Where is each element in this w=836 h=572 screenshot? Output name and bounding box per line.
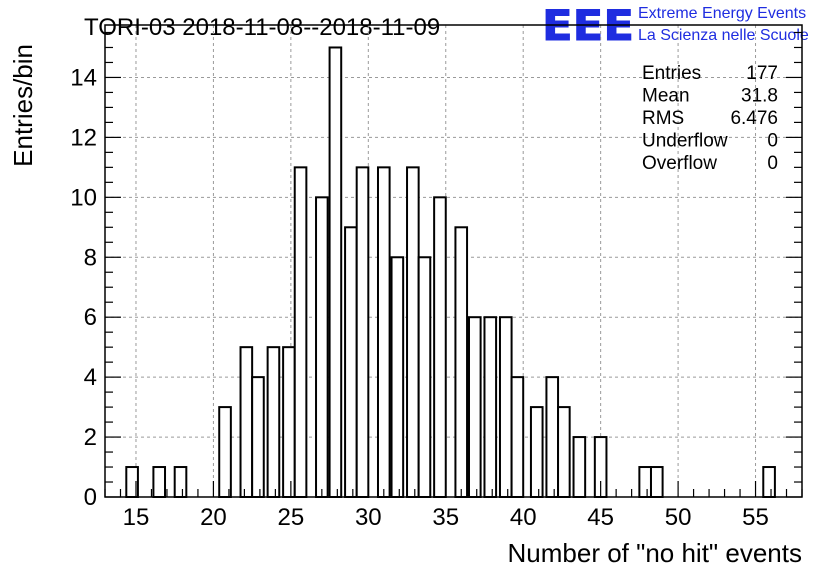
x-tick-label: 55 — [742, 504, 769, 531]
stats-label: RMS — [642, 108, 684, 129]
stats-label: Underflow — [642, 131, 728, 152]
histogram-bar — [282, 346, 296, 498]
histogram-bar — [510, 376, 525, 498]
x-tick-label: 35 — [432, 504, 459, 531]
histogram-bar — [328, 46, 343, 498]
x-axis-ticks: 15 20 25 30 35 40 45 50 55 — [104, 481, 803, 531]
y-tick-label: 2 — [84, 424, 97, 451]
histogram-bar — [433, 196, 447, 498]
histogram-bar — [498, 316, 513, 499]
stats-label: Mean — [642, 86, 690, 107]
histogram-bars — [125, 46, 776, 499]
y-tick-label: 8 — [84, 244, 97, 271]
histogram-bar — [344, 226, 358, 499]
y-tick-label: 4 — [84, 364, 97, 391]
histogram-bar — [572, 436, 587, 499]
histogram-bar — [293, 166, 308, 498]
histogram-bar — [355, 166, 370, 498]
y-axis-ticks: 0 2 4 6 8 10 12 14 — [70, 31, 802, 511]
histogram-bar — [390, 256, 405, 498]
stats-value: 6.476 — [730, 108, 778, 129]
histogram-bar — [483, 316, 498, 499]
histogram-bar — [454, 226, 469, 499]
y-tick-label: 12 — [70, 124, 97, 151]
histogram-bar — [239, 346, 254, 498]
y-axis-title: Entries/bin — [8, 44, 38, 167]
eee-logo-line1: Extreme Energy Events — [638, 5, 806, 22]
x-tick-label: 25 — [278, 504, 305, 531]
histogram-bar — [762, 466, 776, 498]
histogram-bar — [649, 466, 664, 498]
grid-lines — [105, 25, 802, 497]
histogram-bar — [315, 196, 329, 498]
eee-logo-line2: La Scienza nelle Scuole — [638, 27, 809, 44]
y-tick-label: 10 — [70, 184, 97, 211]
histogram-bar — [218, 406, 232, 499]
x-tick-label: 40 — [510, 504, 537, 531]
y-tick-label: 0 — [84, 484, 97, 511]
histogram-bar — [545, 376, 560, 498]
x-tick-label: 15 — [123, 504, 150, 531]
y-tick-label: 6 — [84, 304, 97, 331]
histogram-bar — [406, 166, 420, 498]
x-tick-label: 50 — [665, 504, 692, 531]
x-tick-label: 30 — [355, 504, 382, 531]
histogram-bar — [251, 376, 265, 498]
stats-value: 31.8 — [741, 86, 778, 107]
histogram-bar — [467, 316, 482, 499]
histogram-bar — [173, 466, 188, 498]
plot-area: 15 20 25 30 35 40 45 50 55 0 2 4 6 8 10 12 14 — [70, 24, 803, 531]
stats-value: 177 — [746, 63, 778, 84]
stats-label: Entries — [642, 63, 701, 84]
histogram-bar — [376, 166, 391, 498]
stats-value: 0 — [767, 131, 778, 152]
histogram-bar — [557, 406, 571, 499]
histogram-bar — [266, 346, 281, 498]
histogram-bar — [638, 466, 652, 498]
x-axis-title: Number of "no hit" events — [508, 538, 803, 568]
x-tick-label: 20 — [200, 504, 227, 531]
stats-label: Overflow — [642, 153, 717, 174]
stats-value: 0 — [767, 153, 778, 174]
histogram-bar — [152, 466, 167, 498]
plot-frame — [104, 24, 803, 498]
x-tick-label: 45 — [587, 504, 614, 531]
histogram-bar — [529, 406, 544, 499]
histogram-bar — [417, 256, 432, 498]
chart-title: TORI-03 2018-11-08--2018-11-09 — [84, 14, 440, 41]
y-tick-label: 14 — [70, 64, 97, 91]
